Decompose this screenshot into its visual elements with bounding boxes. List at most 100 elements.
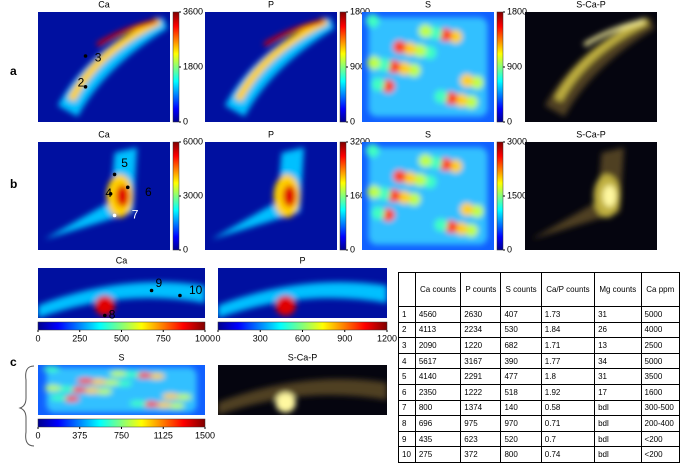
s-blob xyxy=(367,185,381,199)
panel-title: S xyxy=(425,0,431,9)
s-blob xyxy=(43,366,60,372)
band xyxy=(211,147,304,240)
panel-title: P xyxy=(268,129,274,139)
table-cell: 5617 xyxy=(414,352,462,370)
point-marker xyxy=(103,313,107,318)
heatmap-image xyxy=(525,142,657,250)
heatmap-image xyxy=(362,142,494,250)
table-cell: 26 xyxy=(594,321,642,339)
heatmap-image xyxy=(525,12,657,122)
table-cell: 0.71 xyxy=(540,415,596,432)
point-label: 6 xyxy=(145,185,152,199)
s-blob xyxy=(448,159,463,173)
colorbar-tick-label: 1800 xyxy=(183,61,203,71)
table-cell: Ca counts xyxy=(414,272,462,307)
table-cell: 1600 xyxy=(640,383,681,401)
image-content xyxy=(218,379,387,415)
table-cell: 200-400 xyxy=(640,415,681,432)
s-blob xyxy=(428,156,442,170)
point-label: 2 xyxy=(78,76,85,90)
panel-title: Ca xyxy=(98,0,110,9)
s-blob xyxy=(428,26,442,40)
s-blob xyxy=(109,370,127,377)
table-cell: 7 xyxy=(398,399,416,417)
table-cell: 31 xyxy=(594,306,642,323)
colorbar xyxy=(172,11,180,123)
table-cell: 0.58 xyxy=(540,399,596,417)
table-cell: 520 xyxy=(500,430,542,448)
colorbar-tick-label: 600 xyxy=(295,333,310,343)
table-cell: 4 xyxy=(398,352,416,370)
table-cell: 682 xyxy=(500,337,542,354)
s-blob xyxy=(167,402,185,409)
point-label: 5 xyxy=(121,156,128,170)
image-content xyxy=(224,17,335,117)
s-blob xyxy=(454,93,468,107)
band-core xyxy=(67,17,162,102)
table-cell: Mg counts xyxy=(594,272,642,307)
s-blob xyxy=(460,74,474,88)
s-blob xyxy=(129,400,147,407)
s-blob xyxy=(82,387,100,394)
heatmap-image xyxy=(218,268,387,318)
table-row: 8 696 975 970 0.71 bdl 200-400 xyxy=(398,415,681,432)
s-blob xyxy=(434,89,448,104)
table-cell: 31 xyxy=(594,368,642,385)
colorbar-tick-label: 750 xyxy=(156,333,171,343)
colorbar xyxy=(496,11,504,123)
table-cell: 9 xyxy=(398,430,416,448)
table-cell: 4000 xyxy=(640,321,681,339)
s-blob xyxy=(377,187,391,201)
colorbar-tick-label: 375 xyxy=(72,430,87,440)
s-blob xyxy=(407,63,421,77)
colorbar-tick-label: 500 xyxy=(114,333,129,343)
s-blob xyxy=(397,61,411,76)
point-label: 9 xyxy=(156,276,163,290)
band-peak xyxy=(583,18,645,47)
colorbar-tick-label: 0 xyxy=(35,333,40,343)
s-blob xyxy=(62,395,80,402)
point-marker xyxy=(178,293,182,298)
panel-title: Ca xyxy=(116,255,128,265)
colorbar-tick-label: 3000 xyxy=(507,136,527,146)
colorbar-tick-label: 1600 xyxy=(350,190,370,200)
s-blob xyxy=(77,377,94,384)
s-blob xyxy=(44,385,62,392)
s-blob xyxy=(460,202,474,216)
point-label: 3 xyxy=(95,50,102,64)
point-marker xyxy=(108,192,113,196)
row-label: a xyxy=(10,64,17,78)
brace xyxy=(18,365,35,447)
s-blob xyxy=(365,144,380,158)
colorbar xyxy=(37,418,206,428)
panel-title: S xyxy=(425,129,431,139)
table-row: 3 2090 1220 682 1.71 13 2500 xyxy=(398,337,681,354)
table-cell xyxy=(398,272,416,307)
point-marker xyxy=(125,185,130,190)
s-blob xyxy=(464,224,478,237)
s-blob xyxy=(397,190,411,204)
s-blob xyxy=(57,385,74,392)
colorbar xyxy=(172,141,180,251)
colorbar xyxy=(496,141,504,251)
table-cell: 2350 xyxy=(414,383,462,401)
point-label: 10 xyxy=(189,283,203,297)
colorbar-tick-label: 0 xyxy=(507,116,512,126)
table-cell: bdl xyxy=(594,430,642,448)
s-blob xyxy=(102,379,120,386)
colorbar-tick-label: 1500 xyxy=(195,430,215,440)
table-cell: 518 xyxy=(500,383,542,401)
table-cell: 3500 xyxy=(640,368,681,385)
s-blob xyxy=(402,42,417,56)
table-cell: 1.71 xyxy=(540,337,596,354)
s-blob xyxy=(413,173,427,187)
row-label: b xyxy=(10,177,17,191)
s-blob xyxy=(470,204,484,218)
table-cell: 1 xyxy=(398,306,416,323)
table-cell: <200 xyxy=(640,430,681,448)
colorbar-tick-label: 900 xyxy=(350,61,365,71)
colorbar-tick-label: 0 xyxy=(35,430,40,440)
s-blob xyxy=(418,24,432,38)
s-blob xyxy=(454,222,468,236)
